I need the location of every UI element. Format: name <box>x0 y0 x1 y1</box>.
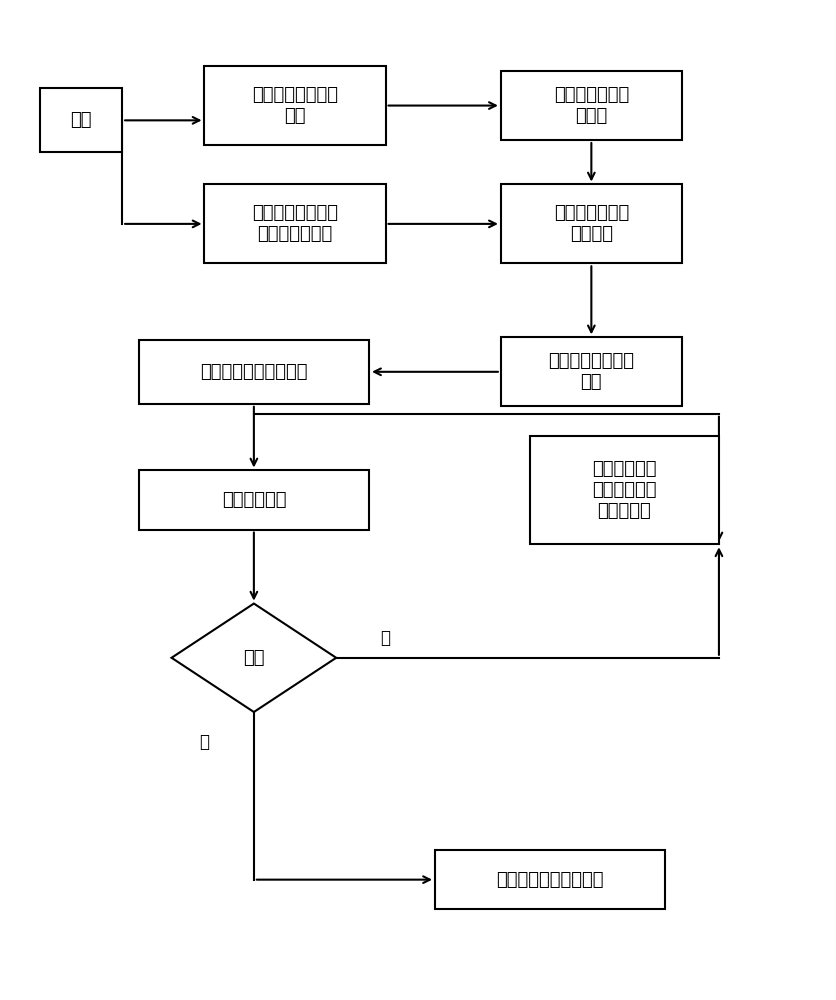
Bar <box>500 337 681 406</box>
Text: 开始: 开始 <box>70 111 92 129</box>
Text: 根据系统功能划
分子阵列: 根据系统功能划 分子阵列 <box>553 204 628 243</box>
Text: 过载单元搜索: 过载单元搜索 <box>222 491 286 509</box>
Text: 发射单元温度数
据采集: 发射单元温度数 据采集 <box>553 86 628 125</box>
Bar <box>139 340 369 404</box>
Bar <box>500 71 681 140</box>
Bar <box>204 66 385 145</box>
Text: 对子阵列温度数据
滤波: 对子阵列温度数据 滤波 <box>548 352 634 391</box>
Text: 阵列单元开关拓扑方案: 阵列单元开关拓扑方案 <box>496 871 604 889</box>
Bar <box>139 470 369 530</box>
Text: 基于不同时间
宽度进行计算
并迭代求解: 基于不同时间 宽度进行计算 并迭代求解 <box>591 460 655 520</box>
Text: 是: 是 <box>199 733 209 751</box>
Text: 收敛: 收敛 <box>242 649 264 667</box>
Text: 子阵等效温度时域扩展: 子阵等效温度时域扩展 <box>200 363 308 381</box>
Text: 输入单元容许温度
上限: 输入单元容许温度 上限 <box>252 86 338 125</box>
Polygon shape <box>171 604 336 712</box>
Bar <box>435 850 665 909</box>
Bar <box>40 88 122 152</box>
Text: 输入振动阵列边界
几何尺寸及温度: 输入振动阵列边界 几何尺寸及温度 <box>252 204 338 243</box>
Text: 否: 否 <box>380 629 390 647</box>
Bar <box>500 184 681 263</box>
Bar <box>529 436 718 544</box>
Bar <box>204 184 385 263</box>
